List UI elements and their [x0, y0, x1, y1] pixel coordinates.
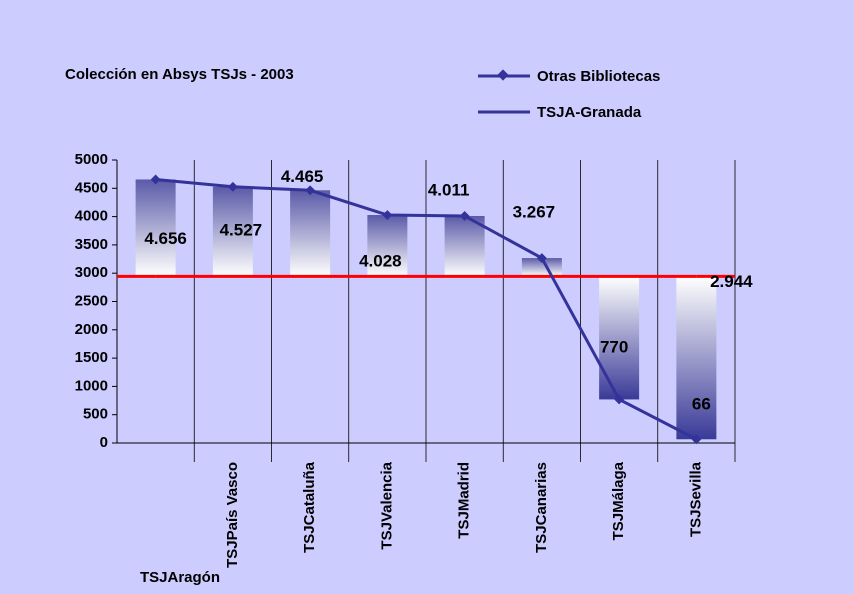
x-tick-label: TSJMadrid — [456, 462, 473, 539]
up-down-bar — [599, 276, 640, 400]
y-tick-label: 0 — [100, 434, 108, 451]
y-tick-label: 5000 — [75, 151, 108, 168]
data-label: 4.028 — [359, 251, 402, 270]
up-down-bar — [212, 186, 253, 277]
marker — [614, 394, 625, 405]
marker — [459, 211, 470, 221]
data-label: 3.267 — [513, 203, 556, 222]
data-label: 2.944 — [710, 272, 753, 291]
y-tick-label: 500 — [83, 406, 108, 423]
marker — [382, 210, 393, 220]
data-label: 66 — [692, 394, 711, 413]
marker — [536, 253, 547, 264]
up-down-bar — [135, 179, 176, 277]
legend-label: Otras Bibliotecas — [537, 68, 660, 85]
y-tick-label: 3500 — [75, 236, 108, 253]
data-label: 4.656 — [144, 229, 187, 248]
legend-label: TSJA-Granada — [537, 104, 642, 121]
marker — [150, 174, 161, 185]
y-tick-label: 4500 — [75, 179, 108, 196]
y-tick-label: 2500 — [75, 292, 108, 309]
x-tick-label: TSJAragón — [140, 569, 220, 586]
up-down-bar — [367, 215, 408, 277]
x-tick-label: TSJCataluña — [301, 461, 318, 553]
x-tick-label: TSJSevilla — [687, 461, 704, 537]
data-label: 4.465 — [281, 167, 324, 186]
x-tick-label: TSJCanarias — [533, 462, 550, 553]
up-down-bar — [521, 258, 562, 277]
y-tick-label: 3000 — [75, 264, 108, 281]
chart-title: Colección en Absys TSJs - 2003 — [65, 66, 294, 83]
up-down-bar — [676, 276, 717, 440]
y-tick-label: 1500 — [75, 349, 108, 366]
data-label: 4.527 — [220, 220, 263, 239]
legend-marker — [497, 69, 509, 81]
y-tick-label: 1000 — [75, 377, 108, 394]
x-tick-label: TSJMálaga — [610, 461, 627, 540]
y-tick-label: 4000 — [75, 208, 108, 225]
y-tick-label: 2000 — [75, 321, 108, 338]
x-tick-label: TSJPaís Vasco — [224, 462, 241, 568]
data-label: 770 — [600, 337, 628, 356]
marker — [227, 181, 238, 192]
up-down-bar — [290, 190, 331, 277]
series-line — [155, 177, 698, 441]
data-label: 4.011 — [428, 180, 470, 199]
x-tick-label: TSJValencia — [378, 461, 395, 549]
marker — [691, 434, 702, 445]
marker — [305, 185, 316, 196]
up-down-bar — [444, 215, 485, 277]
